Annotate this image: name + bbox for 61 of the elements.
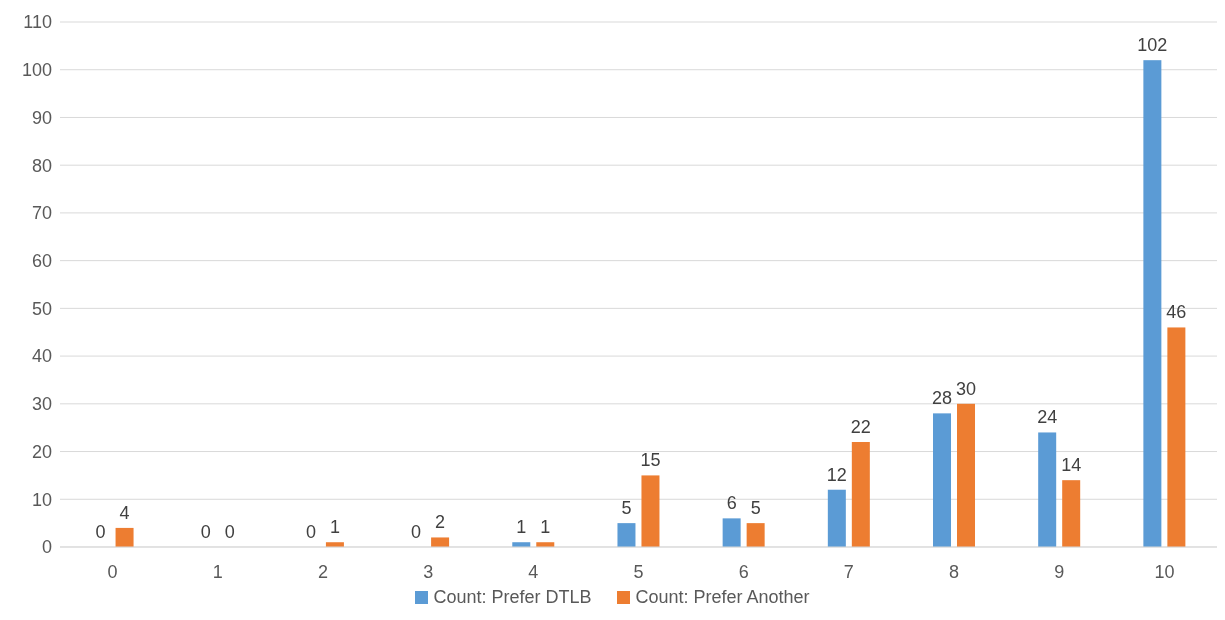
bar (933, 413, 952, 547)
x-tick-label: 9 (1054, 561, 1065, 582)
x-tick-label: 8 (949, 561, 960, 582)
bar (746, 523, 765, 547)
data-label: 15 (640, 450, 661, 471)
x-tick-label: 0 (107, 561, 118, 582)
data-label: 0 (95, 522, 106, 542)
bar (1062, 480, 1081, 547)
data-label: 12 (826, 464, 847, 485)
legend-label: Count: Prefer DTLB (433, 587, 592, 608)
data-label: 22 (850, 417, 871, 437)
data-label: 5 (621, 498, 632, 519)
data-label: 0 (411, 522, 422, 542)
x-tick-label: 5 (633, 561, 644, 582)
bar (1143, 60, 1162, 547)
y-tick-label: 100 (21, 60, 52, 81)
data-label: 2 (435, 512, 446, 533)
x-tick-label: 10 (1154, 561, 1175, 582)
legend-label: Count: Prefer Another (635, 587, 810, 608)
y-tick-label: 90 (31, 107, 52, 128)
data-label: 0 (200, 522, 211, 542)
bar (957, 403, 976, 547)
y-tick-label: 60 (31, 251, 52, 272)
bar (851, 442, 870, 547)
y-tick-label: 50 (31, 298, 52, 319)
bar (1167, 327, 1186, 547)
data-label: 1 (329, 517, 340, 538)
data-label: 24 (1037, 407, 1058, 428)
y-tick-label: 80 (31, 155, 52, 176)
y-tick-label: 70 (31, 203, 52, 224)
bar (641, 475, 660, 547)
y-tick-label: 20 (31, 441, 52, 462)
data-label: 0 (305, 522, 316, 542)
x-tick-label: 4 (528, 561, 539, 582)
y-tick-label: 10 (31, 489, 52, 510)
bar (1038, 432, 1057, 547)
data-label: 46 (1166, 302, 1187, 323)
x-tick-label: 3 (423, 561, 434, 582)
data-label: 0 (224, 522, 235, 542)
data-label: 102 (1137, 35, 1168, 56)
y-tick-label: 110 (23, 12, 52, 33)
data-label: 1 (540, 517, 551, 538)
x-tick-label: 6 (738, 561, 749, 582)
data-label: 14 (1061, 455, 1082, 476)
y-tick-label: 30 (31, 394, 52, 415)
bar (617, 523, 636, 547)
data-label: 6 (726, 493, 737, 514)
y-tick-label: 0 (41, 537, 52, 558)
data-label: 4 (119, 502, 130, 523)
y-tick-label: 40 (31, 346, 52, 367)
data-label: 30 (955, 378, 977, 399)
bar (431, 537, 450, 547)
data-label: 28 (931, 388, 953, 409)
bar (115, 527, 134, 547)
x-tick-label: 7 (843, 561, 854, 582)
data-label: 5 (750, 498, 761, 519)
bar (827, 489, 846, 547)
data-label: 1 (516, 517, 527, 538)
bar (722, 518, 741, 547)
x-tick-label: 2 (317, 561, 328, 582)
x-tick-label: 1 (212, 561, 223, 582)
